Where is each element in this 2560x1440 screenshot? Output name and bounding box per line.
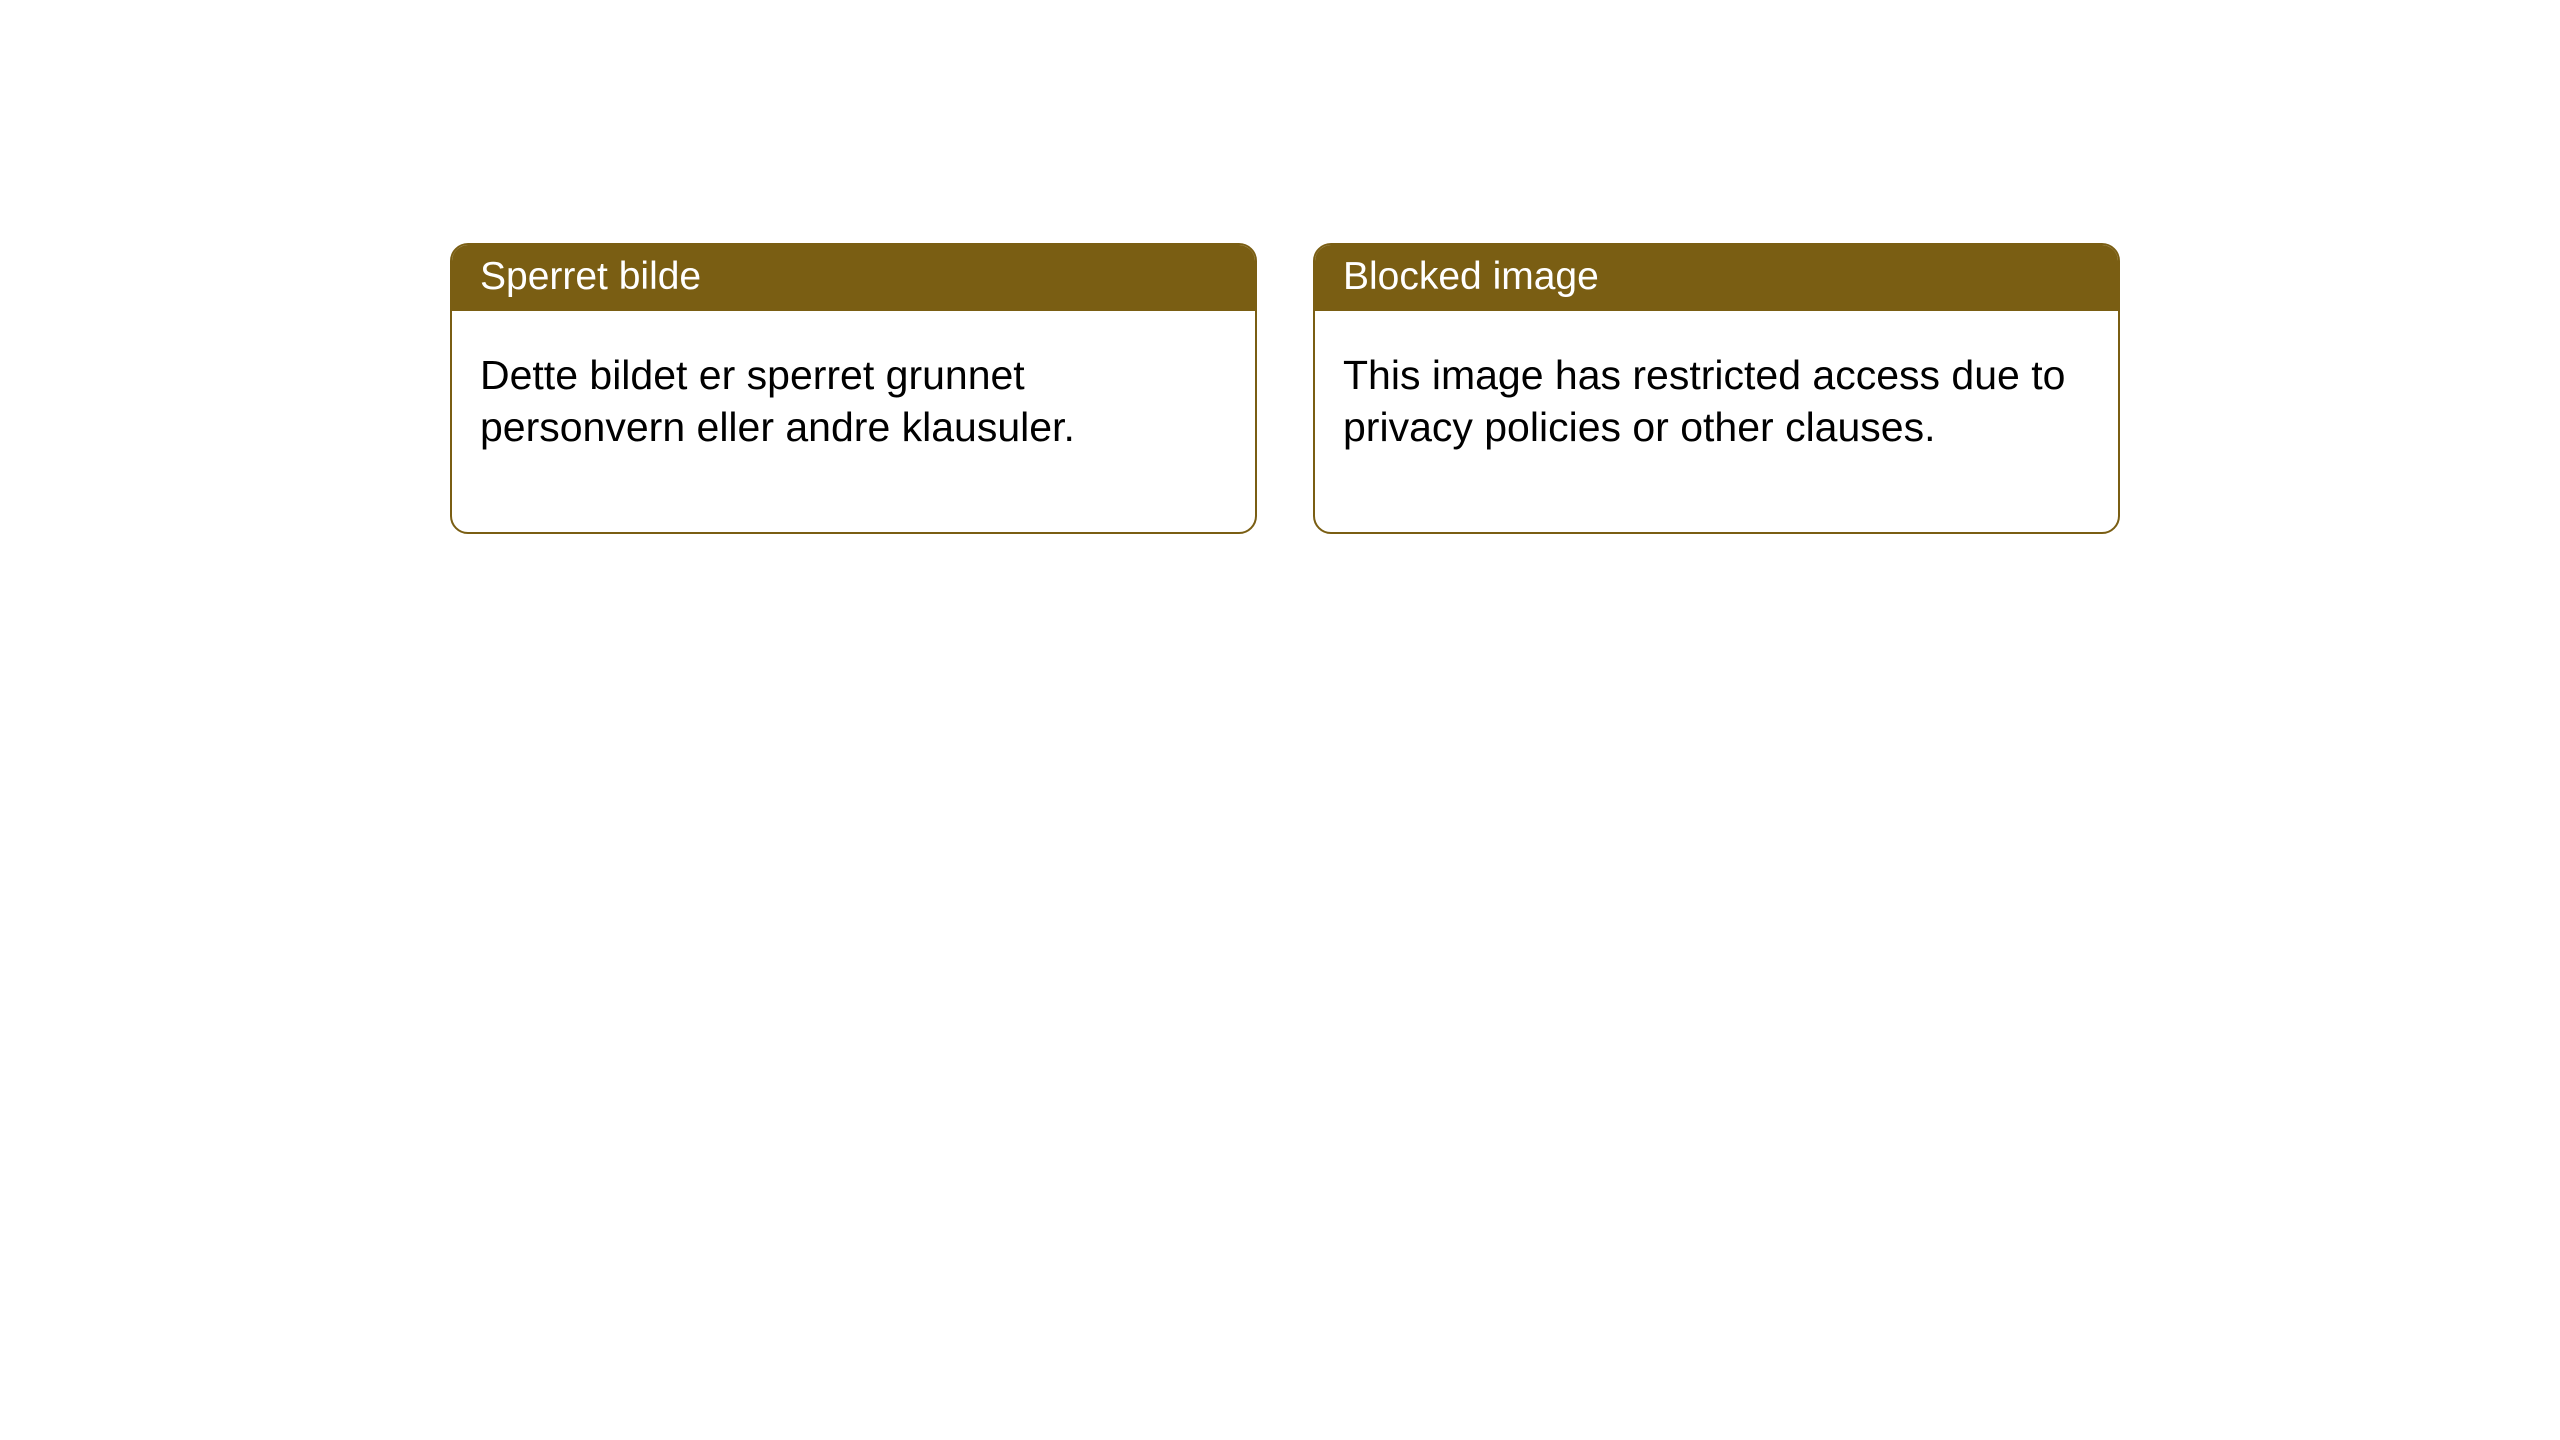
card-body-text-en: This image has restricted access due to … xyxy=(1343,352,2065,450)
card-body-text-no: Dette bildet er sperret grunnet personve… xyxy=(480,352,1075,450)
notice-container: Sperret bilde Dette bildet er sperret gr… xyxy=(0,0,2560,534)
card-title-no: Sperret bilde xyxy=(480,255,701,298)
blocked-image-card-en: Blocked image This image has restricted … xyxy=(1313,243,2120,534)
card-header-no: Sperret bilde xyxy=(452,245,1255,311)
card-title-en: Blocked image xyxy=(1343,255,1599,298)
blocked-image-card-no: Sperret bilde Dette bildet er sperret gr… xyxy=(450,243,1257,534)
card-body-no: Dette bildet er sperret grunnet personve… xyxy=(452,311,1255,532)
card-header-en: Blocked image xyxy=(1315,245,2118,311)
card-body-en: This image has restricted access due to … xyxy=(1315,311,2118,532)
